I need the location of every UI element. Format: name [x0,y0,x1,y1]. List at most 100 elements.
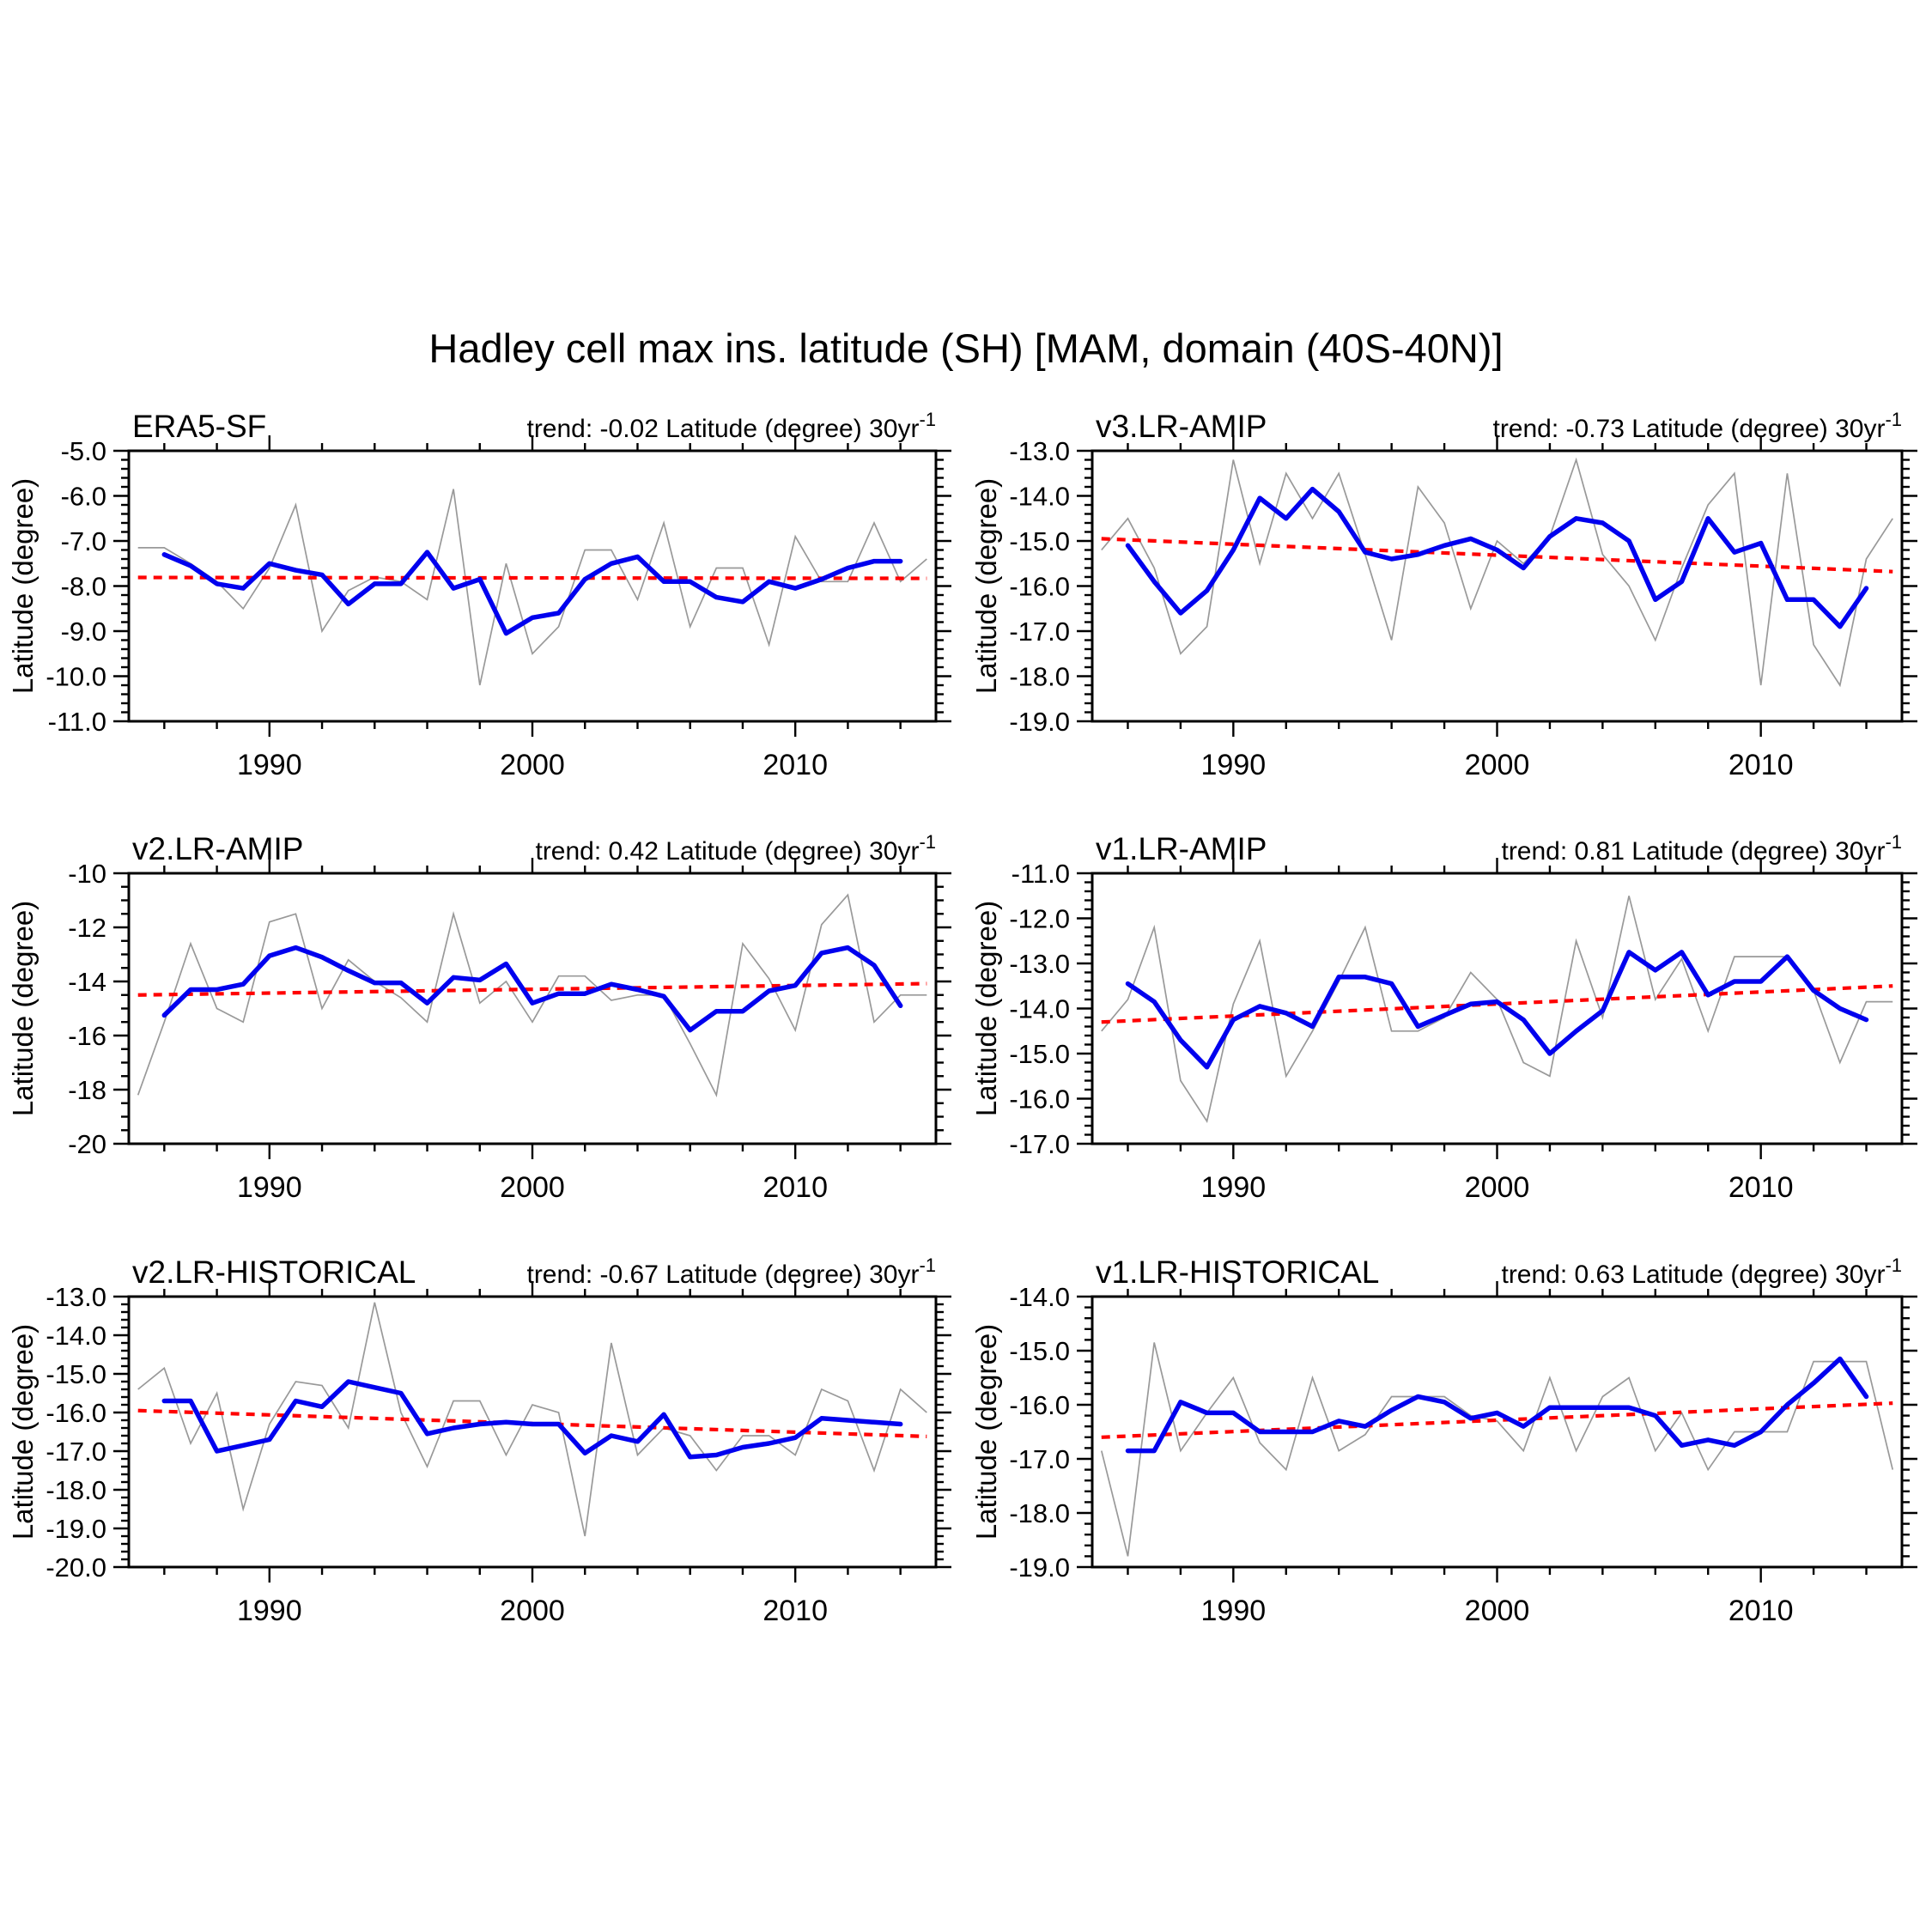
y-tick-label: -16 [68,1021,106,1051]
plot-frame [1091,1295,1904,1569]
y-tick-label: -13.0 [1009,436,1070,466]
trend-label: trend: -0.67 Latitude (degree) 30yr-1 [526,1255,936,1289]
panel-title: v3.LR-AMIP [1096,409,1267,444]
plot-frame [127,872,938,1145]
x-tick-label: 2000 [1465,749,1530,781]
x-tick-label: 2010 [1728,749,1794,781]
x-tick-label: 2010 [1728,1595,1794,1627]
x-tick-label: 2000 [1465,1595,1530,1627]
y-tick-label: -16.0 [1009,572,1070,602]
y-tick-label: -8.0 [61,572,106,602]
x-tick-label: 1990 [1201,1171,1267,1204]
y-tick-label: -15.0 [1009,1039,1070,1069]
x-tick-label: 2000 [1465,1171,1530,1204]
y-tick-label: -14.0 [1009,482,1070,512]
panel-title: ERA5-SF [132,409,266,444]
y-tick-label: -12 [68,913,106,943]
trend-label: trend: 0.42 Latitude (degree) 30yr-1 [535,831,936,866]
y-tick-label: -17.0 [1009,1444,1070,1474]
y-tick-label: -11.0 [1012,859,1070,889]
y-tick-label: -19.0 [1009,1552,1070,1583]
x-tick-label: 2010 [762,749,828,781]
smoothed-line [161,945,903,1033]
y-tick-label: -9.0 [61,617,106,647]
x-tick-label: 1990 [237,1595,302,1627]
y-tick-label: -20 [68,1129,106,1159]
trend-line [137,981,927,997]
panel-title: v2.LR-HISTORICAL [132,1255,416,1290]
trend-line [1101,984,1893,1024]
panel-v3-lr-amip: 1990 2000 2010 -13.0 -14.0 -15.0 -16.0 -17.0 -18… [970,409,1917,781]
y-tick-label: -5.0 [61,436,106,466]
axis-ticks [113,858,951,1159]
trend-line [1101,1401,1893,1439]
smoothed-line [161,550,903,636]
y-tick-label: -10 [68,859,106,889]
smoothed-line [1125,950,1869,1070]
panel-title: v1.LR-HISTORICAL [1096,1255,1379,1290]
y-axis-label: Latitude (degree) [970,1324,1002,1540]
annual-line [137,489,927,686]
x-tick-label: 1990 [237,749,302,781]
y-axis-label: Latitude (degree) [7,478,39,694]
y-tick-label: -7.0 [61,526,106,556]
trend-line [137,575,927,580]
panel-v1-lr-historical: 1990 2000 2010 -14.0 -15.0 -16.0 -17.0 -18.0 -19… [970,1255,1917,1627]
panel-title: v1.LR-AMIP [1096,831,1267,866]
y-axis-label: Latitude (degree) [970,901,1002,1116]
x-tick-label: 1990 [1201,1595,1267,1627]
trend-label: trend: -0.02 Latitude (degree) 30yr-1 [526,409,936,443]
y-tick-label: -12.0 [1009,904,1070,934]
trend-label: trend: -0.73 Latitude (degree) 30yr-1 [1492,409,1902,443]
y-tick-label: -18 [68,1075,106,1105]
y-tick-label: -10.0 [46,662,106,692]
y-axis-label: Latitude (degree) [7,901,39,1116]
y-axis-label: Latitude (degree) [970,478,1002,694]
x-tick-label: 2010 [1728,1171,1794,1204]
panel-title: v2.LR-AMIP [132,831,303,866]
y-tick-label: -15.0 [46,1359,106,1389]
plot-frame [127,1295,938,1569]
trend-line [1101,537,1893,574]
y-tick-label: -18.0 [1009,1498,1070,1528]
axis-ticks [1077,1281,1917,1583]
x-tick-label: 1990 [1201,749,1267,781]
y-tick-label: -16.0 [1009,1084,1070,1115]
y-tick-label: -16.0 [46,1398,106,1428]
y-tick-label: -14.0 [1009,994,1070,1024]
x-tick-label: 2010 [762,1595,828,1627]
y-tick-label: -14.0 [46,1321,106,1351]
y-tick-label: -17.0 [1009,1129,1070,1159]
y-tick-label: -17.0 [46,1437,106,1467]
y-tick-label: -13.0 [46,1282,106,1312]
y-tick-label: -15.0 [1009,526,1070,556]
annual-line [1101,457,1893,688]
panel-v1-lr-amip: 1990 2000 2010 -11.0 -12.0 -13.0 -14.0 -15.0 -16… [970,831,1917,1204]
y-tick-label: -20.0 [46,1552,106,1583]
plot-frame [1091,449,1904,723]
trend-label: trend: 0.63 Latitude (degree) 30yr-1 [1501,1255,1902,1289]
x-tick-label: 1990 [237,1171,302,1204]
y-tick-label: -16.0 [1009,1390,1070,1420]
smoothed-line [1125,1356,1869,1454]
annual-line [137,1302,927,1537]
y-tick-label: -17.0 [1009,617,1070,647]
smoothed-line [1125,486,1869,629]
y-tick-label: -15.0 [1009,1336,1070,1366]
annual-line [1101,896,1893,1123]
annual-line [137,893,927,1097]
annual-line [1100,1342,1894,1557]
y-tick-label: -14 [68,967,106,997]
panel-v2-lr-amip: 1990 2000 2010 -10 -12 -14 -16 -18 -20 v2.LR-AMIP… [7,831,951,1204]
trend-label: trend: 0.81 Latitude (degree) 30yr-1 [1501,831,1902,866]
plot-frame [127,449,938,723]
panel-era5-sf: 1990 2000 2010 -5.0 -6.0 -7.0 -8.0 -9.0 -10.0 -11… [7,409,951,781]
x-tick-label: 2010 [762,1171,828,1204]
y-tick-label: -19.0 [46,1514,106,1544]
figure-title: Hadley cell max ins. latitude (SH) [MAM,… [428,325,1504,371]
panel-v2-lr-historical: 1990 2000 2010 -13.0 -14.0 -15.0 -16.0 -17.0 -18… [7,1255,951,1627]
plot-frame [1091,872,1904,1145]
x-tick-label: 2000 [500,749,565,781]
y-tick-label: -18.0 [46,1475,106,1505]
